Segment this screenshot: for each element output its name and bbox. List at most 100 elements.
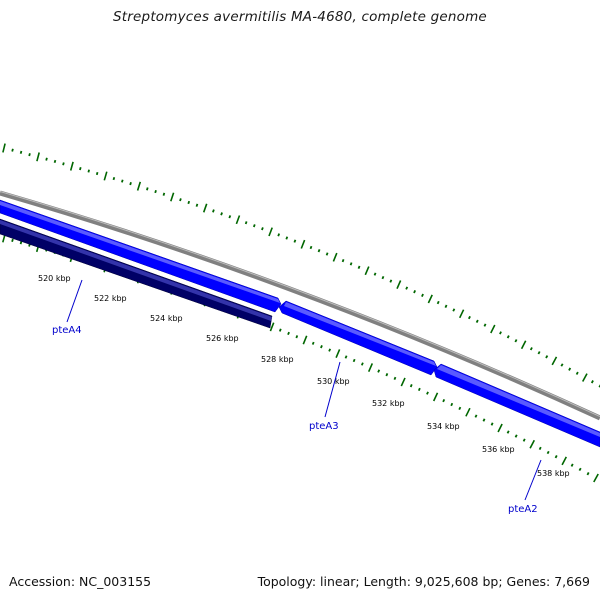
gc-tick (514, 434, 518, 438)
gc-tick (421, 293, 424, 297)
scale-label-524: 524 kbp (150, 314, 183, 323)
gc-tick (389, 279, 393, 283)
gc-tick (578, 467, 582, 472)
gc-tick (320, 345, 323, 349)
gene-leader-line-pteA2 (524, 459, 542, 501)
gc-tick (309, 245, 313, 250)
gc-tick (458, 309, 465, 319)
gc-tick (95, 171, 99, 176)
gc-tick (545, 355, 549, 359)
gc-tick (490, 324, 496, 334)
gc-tick (529, 347, 533, 351)
reverse-gene-1[interactable] (0, 218, 273, 329)
gc-tick (195, 203, 199, 207)
gc-tick (575, 371, 579, 375)
gc-tick (561, 456, 568, 466)
scale-label-528: 528 kbp (261, 355, 294, 364)
gene-label-pteA4: pteA4 (52, 325, 82, 336)
gc-tick (417, 387, 421, 392)
gc-tick (590, 380, 594, 384)
gc-tick (546, 450, 550, 455)
scale-label-522: 522 kbp (94, 294, 127, 303)
gc-tick (444, 304, 448, 308)
gc-tick (341, 258, 345, 263)
gc-tick (499, 331, 502, 335)
gc-tick (551, 356, 558, 366)
gc-tick (538, 446, 542, 450)
gc-tick (19, 241, 23, 245)
gc-tick (468, 315, 471, 320)
gc-tick (593, 473, 599, 483)
gc-tick (520, 340, 527, 350)
gc-tick (269, 322, 275, 332)
gc-tick (506, 335, 510, 339)
gc-tick (352, 358, 356, 363)
gc-tick (235, 215, 241, 225)
gene-label-pteA4-group[interactable]: pteA4 (52, 279, 83, 336)
forward-gene-3[interactable] (433, 363, 600, 448)
gc-tick (458, 406, 462, 410)
gc-tick (129, 182, 132, 186)
gc-tick (228, 215, 232, 219)
genome-backbone-highlight (0, 191, 600, 417)
gc-tick (381, 275, 385, 280)
map-title: Streptomyces avermitilis MA-4680, comple… (113, 9, 487, 25)
scale-labels: 520 kbp 522 kbp 524 kbp 526 kbp 528 kbp … (38, 274, 570, 478)
scale-label-530: 530 kbp (317, 377, 350, 386)
gc-tick (295, 335, 299, 339)
gc-tick (146, 187, 149, 191)
gc-tick (325, 252, 329, 256)
gc-tick (179, 198, 182, 202)
gc-tick (170, 192, 175, 202)
gc-tick (483, 323, 487, 327)
gene-label-pteA3-group[interactable]: pteA3 (309, 361, 341, 432)
gc-tick (490, 422, 494, 426)
gc-tick (285, 236, 289, 240)
gene-label-pteA3: pteA3 (309, 421, 339, 432)
gc-tick (426, 391, 429, 395)
gc-tick (335, 349, 341, 359)
gc-tick (53, 159, 57, 164)
gc-tick (121, 179, 124, 183)
gc-tick (364, 266, 370, 276)
forward-gene-1[interactable] (0, 199, 282, 313)
scale-label-526: 526 kbp (206, 334, 239, 343)
gc-tick (357, 265, 361, 269)
gc-tick (11, 148, 14, 152)
gc-tick (112, 176, 116, 181)
forward-gene-2[interactable] (278, 300, 438, 376)
gc-tick (28, 153, 31, 157)
gc-tick (409, 384, 413, 388)
gc-tick (377, 369, 381, 373)
gc-tick (328, 348, 332, 352)
gc-tick (136, 181, 142, 191)
gc-tick (436, 300, 440, 305)
gc-tick (452, 308, 456, 312)
gc-content-ticks-outer (2, 143, 600, 388)
gc-tick (36, 152, 40, 162)
gc-tick (570, 463, 574, 467)
gc-tick (62, 162, 65, 166)
gene-label-pteA2-group[interactable]: pteA2 (508, 459, 542, 515)
gc-tick (586, 471, 590, 476)
scale-label-520: 520 kbp (38, 274, 71, 283)
gc-tick (212, 209, 215, 213)
genome-backbone (0, 190, 600, 421)
gc-tick (187, 200, 191, 205)
gc-tick (367, 363, 374, 373)
gc-tick (400, 377, 406, 387)
gc-tick (332, 252, 338, 262)
gc-tick (465, 407, 471, 417)
gc-tick (373, 272, 377, 276)
scale-label-538: 538 kbp (537, 469, 570, 478)
gc-tick (87, 169, 90, 173)
gene-leader-line-pteA4 (66, 279, 83, 323)
gc-tick (554, 454, 558, 459)
gene-label-pteA2: pteA2 (508, 504, 538, 515)
gc-tick (302, 335, 308, 345)
gc-tick (293, 239, 297, 243)
gc-tick (103, 171, 108, 181)
gc-tick (581, 373, 588, 382)
gc-tick (360, 362, 364, 366)
